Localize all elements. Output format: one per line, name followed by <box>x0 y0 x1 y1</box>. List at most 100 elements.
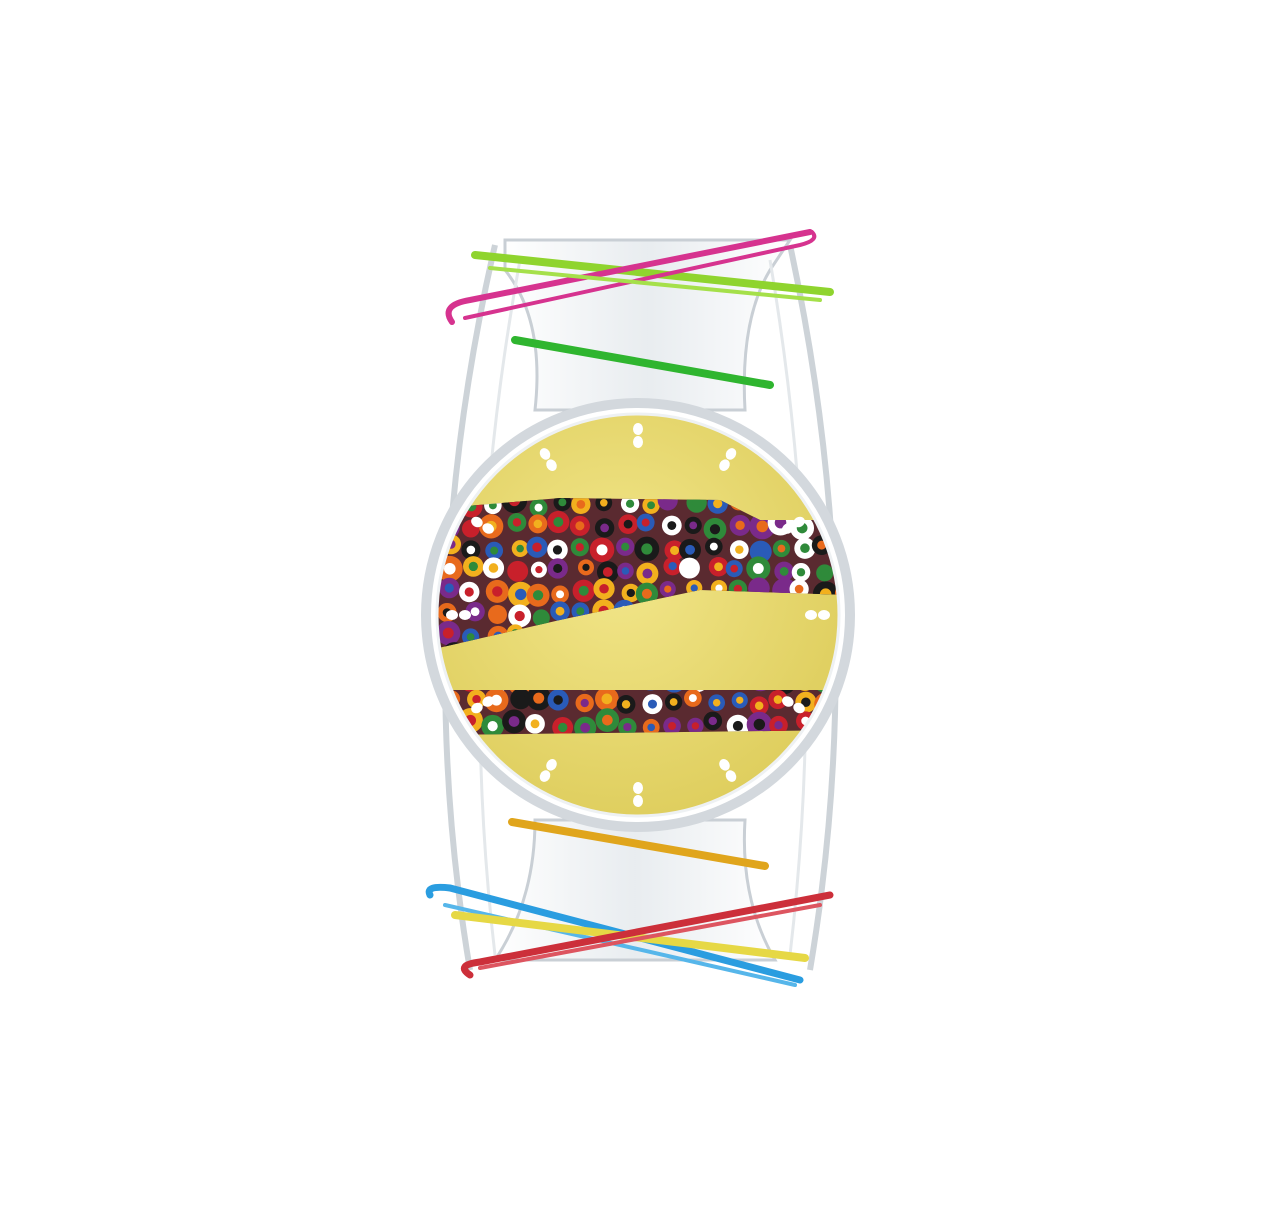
millefiori-bead-center <box>732 720 744 732</box>
millefiori-bead-center <box>708 716 717 726</box>
millefiori-bead-center <box>578 585 589 596</box>
millefiori-bead-center <box>532 590 544 601</box>
watch-case <box>420 398 864 832</box>
hour-marker <box>539 759 557 782</box>
millefiori-bead-center <box>689 521 698 530</box>
millefiori-bead-center <box>690 584 698 592</box>
millefiori-bead-center <box>601 693 613 705</box>
millefiori-bead-center <box>712 698 721 707</box>
millefiori-bead-center <box>472 694 481 704</box>
millefiori-bead-center <box>800 543 810 554</box>
millefiori-bead <box>840 716 857 733</box>
millefiori-bead-center <box>602 567 613 577</box>
millefiori-bead-center <box>714 562 723 572</box>
millefiori-bead-center <box>600 523 609 533</box>
millefiori-bead-center <box>576 500 586 509</box>
millefiori-bead-center <box>621 700 631 709</box>
millefiori-bead-center <box>841 699 849 707</box>
millefiori-bead-center <box>713 499 723 509</box>
millefiori-bead-center <box>425 501 433 509</box>
millefiori-bead-center <box>735 520 745 531</box>
millefiori-bead-center <box>623 722 632 732</box>
millefiori-bead-center <box>444 583 454 593</box>
millefiori-bead-center <box>537 614 546 622</box>
millefiori-bead-center <box>580 722 591 733</box>
millefiori-bead-center <box>668 721 677 730</box>
millefiori-bead <box>438 711 445 735</box>
hour-marker <box>782 696 805 714</box>
millefiori-bead-center <box>667 521 677 530</box>
millefiori-bead-center <box>796 568 806 577</box>
millefiori-bead-center <box>626 588 635 598</box>
millefiori-bead-center <box>468 561 478 572</box>
millefiori-bead-center <box>533 519 543 529</box>
millefiori-bead-center <box>621 567 630 575</box>
millefiori-bead-center <box>820 569 829 577</box>
millefiori-bead-center <box>847 523 855 531</box>
millefiori-bead-center <box>555 606 565 616</box>
millefiori-bead-center <box>736 696 744 704</box>
millefiori-bead-center <box>466 545 476 555</box>
millefiori-bead-center <box>558 498 567 507</box>
millefiori-bead-center <box>553 517 564 528</box>
millefiori-bead-center <box>685 544 695 555</box>
millefiori-bead-center <box>621 542 630 551</box>
hour-marker <box>633 423 643 448</box>
millefiori-bead-center <box>801 697 811 707</box>
millefiori-bead-center <box>487 721 498 732</box>
hour-marker <box>719 759 737 782</box>
millefiori-bead-center <box>669 698 678 706</box>
hour-markers <box>446 423 830 807</box>
millefiori-bead-center <box>668 561 677 571</box>
millefiori-bead-center <box>647 501 655 510</box>
millefiori-bead-center <box>466 524 475 533</box>
hour-marker <box>471 516 494 534</box>
millefiori-bead-center <box>709 542 718 551</box>
hour-marker <box>539 448 557 471</box>
millefiori-bead-center <box>753 718 766 731</box>
millefiori-bead-center <box>715 584 723 592</box>
millefiori-bead-center <box>599 583 609 594</box>
millefiori-bead-center <box>779 566 789 576</box>
millefiori-bead-center <box>773 695 783 704</box>
bottom-wires <box>425 818 834 987</box>
millefiori-bead-center <box>641 518 650 527</box>
millefiori-bead-center <box>647 723 656 732</box>
hour-marker <box>446 610 471 620</box>
crystal-rim <box>435 412 841 818</box>
millefiori-bead-center <box>774 721 783 730</box>
millefiori-bead-center <box>553 563 563 574</box>
millefiori-bead-center <box>641 588 652 599</box>
millefiori-bead-center <box>670 545 680 555</box>
wire-green <box>511 336 774 389</box>
millefiori-bead-center <box>427 717 437 727</box>
millefiori-bead-center <box>488 563 499 573</box>
millefiori-bead-center <box>794 584 804 594</box>
millefiori-bead-center <box>752 563 764 574</box>
millefiori-bead-center <box>514 610 525 622</box>
millefiori-bead-center <box>580 698 589 708</box>
millefiori-bead-center <box>691 722 700 730</box>
millefiori-bead-center <box>442 627 454 639</box>
wire-red-lower <box>478 903 822 970</box>
hour-marker <box>805 610 830 620</box>
millefiori-bead-center <box>754 583 764 594</box>
millefiori-bead-center <box>422 544 431 553</box>
millefiori-bead-center <box>756 520 769 533</box>
millefiori-bead <box>420 496 437 513</box>
millefiori-bead <box>438 515 439 541</box>
millefiori-bead-center <box>664 585 672 593</box>
millefiori-bead-center <box>557 722 568 733</box>
millefiori-bead-center <box>464 587 474 597</box>
millefiori-bead-center <box>428 701 436 709</box>
wire-red-upper <box>460 891 834 979</box>
hour-marker <box>719 448 737 471</box>
millefiori-bead-center <box>516 544 524 553</box>
millefiori-bead-center <box>600 499 608 507</box>
millefiori-bead-center <box>642 568 653 579</box>
millefiori-bead <box>839 491 864 516</box>
millefiori-bead-center <box>684 563 695 573</box>
millefiori-bead-center <box>530 719 540 729</box>
millefiori-bead-center <box>623 519 633 529</box>
